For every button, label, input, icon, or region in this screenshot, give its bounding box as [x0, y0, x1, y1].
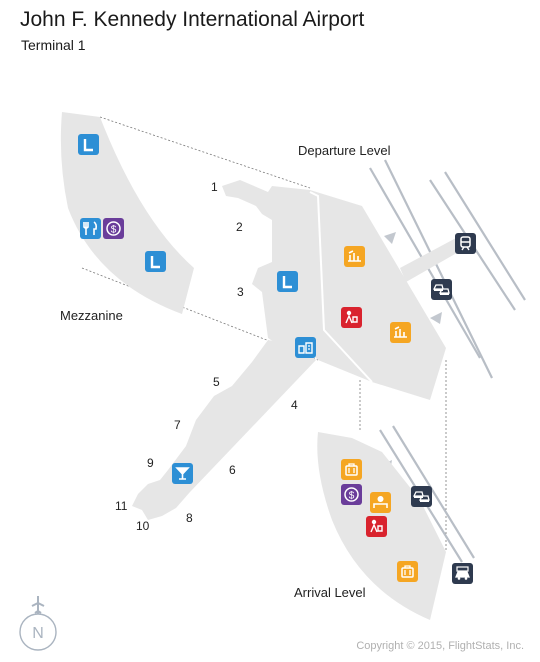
- terminal-subtitle: Terminal 1: [21, 37, 86, 53]
- mezzanine-connector-lines: [81, 116, 447, 552]
- customer-service-icon[interactable]: [341, 307, 362, 328]
- customer-service-icon[interactable]: [366, 516, 387, 537]
- gate-concourse: [132, 340, 316, 520]
- train-icon[interactable]: [455, 233, 476, 254]
- baggage-claim-icon[interactable]: [397, 561, 418, 582]
- lounge-icon[interactable]: [78, 134, 99, 155]
- checkin-icon[interactable]: [344, 246, 365, 267]
- gate-label: 5: [213, 375, 220, 389]
- gate-label: 9: [147, 456, 154, 470]
- currency-exchange-icon[interactable]: $: [103, 218, 124, 239]
- compass-ring: [19, 613, 57, 651]
- restaurant-icon[interactable]: [80, 218, 101, 239]
- gate-label: 3: [237, 285, 244, 299]
- gate-label: 6: [229, 463, 236, 477]
- compass: N: [19, 596, 57, 651]
- gate-label: 8: [186, 511, 193, 525]
- mezzanine-label: Mezzanine: [60, 308, 123, 323]
- restrooms-icon[interactable]: [295, 337, 316, 358]
- plane-icon: [31, 596, 45, 614]
- bar-icon[interactable]: [172, 463, 193, 484]
- gate-label: 11: [115, 499, 128, 513]
- baggage-claim-icon[interactable]: [341, 459, 362, 480]
- information-icon[interactable]: [370, 492, 391, 513]
- svg-text:$: $: [111, 225, 117, 236]
- taxi-icon[interactable]: [411, 486, 432, 507]
- svg-text:$: $: [349, 491, 355, 502]
- gate-label: 7: [174, 418, 181, 432]
- terminal-divider: [309, 191, 373, 383]
- compass-north-label: N: [32, 625, 44, 642]
- gate-label: 2: [236, 220, 243, 234]
- skybridge: [400, 238, 462, 282]
- taxi-icon[interactable]: [431, 279, 452, 300]
- copyright-notice: Copyright © 2015, FlightStats, Inc.: [356, 640, 524, 652]
- ground-transport-icon[interactable]: [452, 563, 473, 584]
- departure-level-label: Departure Level: [298, 143, 391, 158]
- currency-exchange-icon[interactable]: $: [341, 484, 362, 505]
- checkin-icon[interactable]: [390, 322, 411, 343]
- gate-label: 1: [211, 180, 218, 194]
- lounge-icon[interactable]: [277, 271, 298, 292]
- lounge-icon[interactable]: [145, 251, 166, 272]
- gate-label: 4: [291, 398, 298, 412]
- arrival-level-label: Arrival Level: [294, 585, 366, 600]
- main-terminal: [222, 180, 446, 400]
- map-title: John F. Kennedy International Airport: [20, 8, 365, 31]
- gate-label: 10: [136, 519, 150, 533]
